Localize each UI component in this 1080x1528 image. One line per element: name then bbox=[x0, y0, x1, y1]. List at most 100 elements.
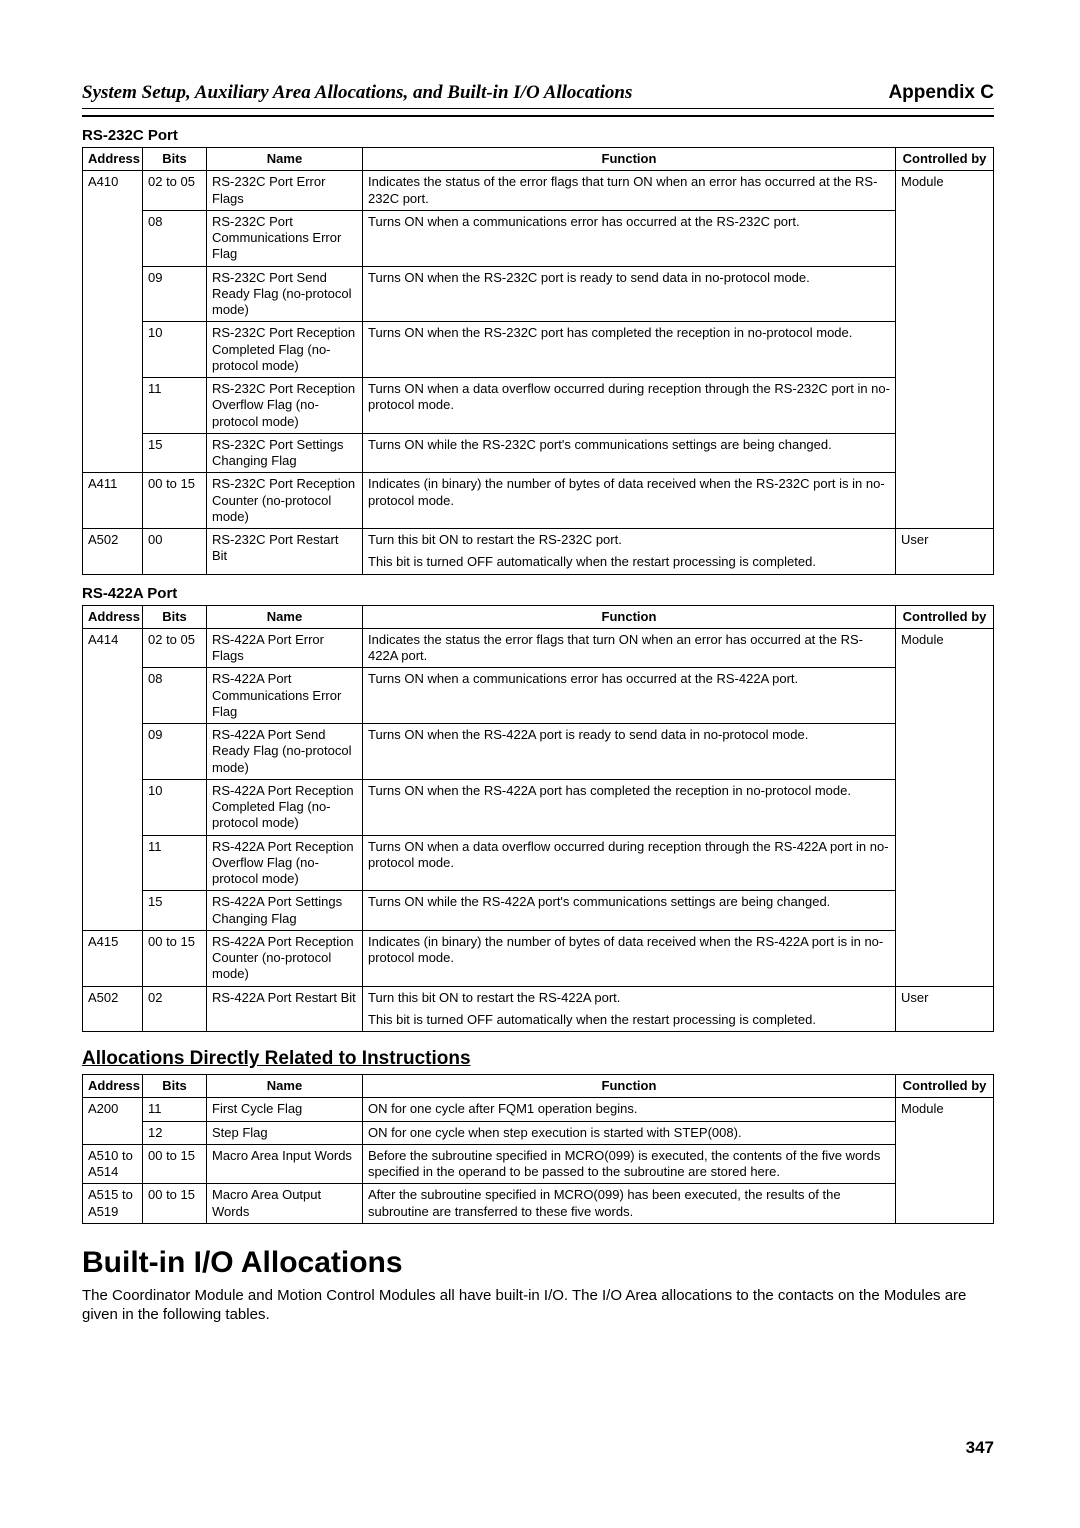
cell-name: RS-232C Port Reception Counter (no-proto… bbox=[207, 473, 363, 529]
th-address: Address bbox=[83, 1075, 143, 1098]
table-row: A510 to A514 00 to 15 Macro Area Input W… bbox=[83, 1144, 994, 1184]
table-header-row: Address Bits Name Function Controlled by bbox=[83, 605, 994, 628]
cell-name: RS-232C Port Reception Overflow Flag (no… bbox=[207, 378, 363, 434]
cell-ctrl: Module bbox=[896, 1098, 994, 1121]
table-row: 08 RS-422A Port Communications Error Fla… bbox=[83, 668, 994, 724]
cell-bits: 00 to 15 bbox=[143, 1184, 207, 1224]
cell-func: Indicates the status the error flags tha… bbox=[363, 628, 896, 668]
header-title-left: System Setup, Auxiliary Area Allocations… bbox=[82, 82, 632, 104]
th-name: Name bbox=[207, 605, 363, 628]
th-bits: Bits bbox=[143, 1075, 207, 1098]
cell-ctrl: User bbox=[896, 529, 994, 575]
cell-name: First Cycle Flag bbox=[207, 1098, 363, 1121]
cell-name: RS-232C Port Restart Bit bbox=[207, 529, 363, 575]
cell-func: Turns ON when a data overflow occurred d… bbox=[363, 835, 896, 891]
cell-address: A415 bbox=[83, 930, 143, 986]
cell-name: RS-422A Port Restart Bit bbox=[207, 986, 363, 1032]
cell-func: Turns ON when the RS-232C port has compl… bbox=[363, 322, 896, 378]
cell-ctrl bbox=[896, 724, 994, 780]
cell-bits: 10 bbox=[143, 779, 207, 835]
th-address: Address bbox=[83, 148, 143, 171]
cell-address bbox=[83, 835, 143, 891]
table-row: 08 RS-232C Port Communications Error Fla… bbox=[83, 210, 994, 266]
cell-ctrl bbox=[896, 891, 994, 931]
cell-bits: 12 bbox=[143, 1121, 207, 1144]
cell-bits: 10 bbox=[143, 322, 207, 378]
cell-ctrl bbox=[896, 779, 994, 835]
table-row: A515 to A519 00 to 15 Macro Area Output … bbox=[83, 1184, 994, 1224]
cell-bits: 00 to 15 bbox=[143, 473, 207, 529]
cell-address: A411 bbox=[83, 473, 143, 529]
cell-name: RS-422A Port Reception Counter (no-proto… bbox=[207, 930, 363, 986]
builtin-title: Built-in I/O Allocations bbox=[82, 1246, 994, 1280]
cell-address: A200 bbox=[83, 1098, 143, 1121]
cell-address bbox=[83, 1121, 143, 1144]
cell-func: Indicates (in binary) the number of byte… bbox=[363, 473, 896, 529]
cell-address bbox=[83, 891, 143, 931]
cell-ctrl bbox=[896, 210, 994, 266]
table-header-row: Address Bits Name Function Controlled by bbox=[83, 148, 994, 171]
cell-bits: 02 to 05 bbox=[143, 628, 207, 668]
cell-address bbox=[83, 668, 143, 724]
cell-ctrl: Module bbox=[896, 628, 994, 668]
header-rule-thick bbox=[82, 115, 994, 117]
cell-address bbox=[83, 266, 143, 322]
header-rule-thin bbox=[82, 108, 994, 109]
builtin-paragraph: The Coordinator Module and Motion Contro… bbox=[82, 1286, 994, 1325]
cell-ctrl bbox=[896, 1121, 994, 1144]
cell-bits: 09 bbox=[143, 266, 207, 322]
rs422a-title: RS-422A Port bbox=[82, 585, 994, 602]
cell-func: Turns ON while the RS-232C port's commun… bbox=[363, 433, 896, 473]
cell-name: RS-422A Port Reception Overflow Flag (no… bbox=[207, 835, 363, 891]
cell-name: Macro Area Output Words bbox=[207, 1184, 363, 1224]
th-address: Address bbox=[83, 605, 143, 628]
cell-func: This bit is turned OFF automatically whe… bbox=[363, 551, 896, 574]
cell-ctrl bbox=[896, 433, 994, 473]
cell-name: RS-422A Port Communications Error Flag bbox=[207, 668, 363, 724]
cell-func: This bit is turned OFF automatically whe… bbox=[363, 1009, 896, 1032]
rs232c-table: Address Bits Name Function Controlled by… bbox=[82, 147, 994, 575]
table-row: 09 RS-232C Port Send Ready Flag (no-prot… bbox=[83, 266, 994, 322]
cell-func: Turns ON when a communications error has… bbox=[363, 210, 896, 266]
cell-bits: 09 bbox=[143, 724, 207, 780]
th-func: Function bbox=[363, 605, 896, 628]
table-row: 10 RS-232C Port Reception Completed Flag… bbox=[83, 322, 994, 378]
cell-ctrl bbox=[896, 835, 994, 891]
cell-address: A410 bbox=[83, 171, 143, 211]
table-row: 11 RS-232C Port Reception Overflow Flag … bbox=[83, 378, 994, 434]
cell-name: RS-422A Port Reception Completed Flag (n… bbox=[207, 779, 363, 835]
cell-func: ON for one cycle when step execution is … bbox=[363, 1121, 896, 1144]
cell-address: A510 to A514 bbox=[83, 1144, 143, 1184]
cell-address: A515 to A519 bbox=[83, 1184, 143, 1224]
cell-name: RS-422A Port Error Flags bbox=[207, 628, 363, 668]
table-row: 11 RS-422A Port Reception Overflow Flag … bbox=[83, 835, 994, 891]
cell-name: RS-232C Port Settings Changing Flag bbox=[207, 433, 363, 473]
cell-func: ON for one cycle after FQM1 operation be… bbox=[363, 1098, 896, 1121]
th-ctrl: Controlled by bbox=[896, 148, 994, 171]
th-name: Name bbox=[207, 148, 363, 171]
cell-ctrl bbox=[896, 930, 994, 986]
cell-func: Indicates (in binary) the number of byte… bbox=[363, 930, 896, 986]
alloc-section-title: Allocations Directly Related to Instruct… bbox=[82, 1048, 994, 1070]
cell-name: RS-232C Port Communications Error Flag bbox=[207, 210, 363, 266]
cell-bits: 02 to 05 bbox=[143, 171, 207, 211]
cell-ctrl bbox=[896, 1184, 994, 1224]
cell-ctrl bbox=[896, 668, 994, 724]
cell-ctrl: Module bbox=[896, 171, 994, 211]
cell-bits: 08 bbox=[143, 668, 207, 724]
cell-bits: 00 to 15 bbox=[143, 930, 207, 986]
table-row: A415 00 to 15 RS-422A Port Reception Cou… bbox=[83, 930, 994, 986]
table-row: A410 02 to 05 RS-232C Port Error Flags I… bbox=[83, 171, 994, 211]
cell-func: Turns ON while the RS-422A port's commun… bbox=[363, 891, 896, 931]
cell-bits: 11 bbox=[143, 835, 207, 891]
cell-name: Step Flag bbox=[207, 1121, 363, 1144]
cell-ctrl: User bbox=[896, 986, 994, 1032]
cell-ctrl bbox=[896, 266, 994, 322]
cell-ctrl bbox=[896, 378, 994, 434]
rs232c-title: RS-232C Port bbox=[82, 127, 994, 144]
cell-func: Turns ON when the RS-422A port has compl… bbox=[363, 779, 896, 835]
cell-name: RS-232C Port Error Flags bbox=[207, 171, 363, 211]
cell-bits: 00 to 15 bbox=[143, 1144, 207, 1184]
th-bits: Bits bbox=[143, 148, 207, 171]
table-row: 15 RS-232C Port Settings Changing Flag T… bbox=[83, 433, 994, 473]
